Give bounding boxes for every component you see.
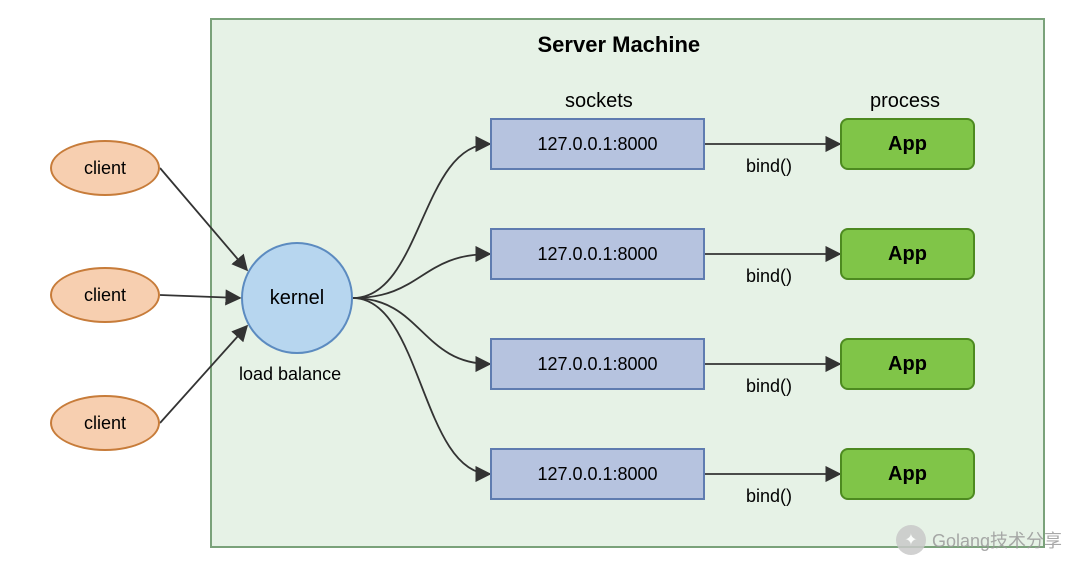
bind-label: bind() (746, 156, 792, 177)
socket-box: 127.0.0.1:8000 (490, 338, 705, 390)
sockets-header: sockets (565, 90, 633, 113)
socket-box: 127.0.0.1:8000 (490, 118, 705, 170)
kernel-label: kernel (270, 287, 324, 310)
app-box: App (840, 448, 975, 500)
app-label: App (888, 243, 927, 266)
diagram-root: Server Machine sockets process kernel lo… (0, 0, 1080, 569)
socket-box: 127.0.0.1:8000 (490, 448, 705, 500)
app-box: App (840, 118, 975, 170)
app-label: App (888, 353, 927, 376)
app-label: App (888, 133, 927, 156)
socket-label: 127.0.0.1:8000 (537, 464, 657, 485)
watermark-text: Golang技术分享 (932, 527, 1062, 553)
process-header: process (870, 90, 940, 113)
client-node: client (50, 140, 160, 196)
client-node: client (50, 395, 160, 451)
bind-label: bind() (746, 376, 792, 397)
app-box: App (840, 228, 975, 280)
socket-label: 127.0.0.1:8000 (537, 354, 657, 375)
bind-label: bind() (746, 266, 792, 287)
wechat-icon: ✦ (896, 525, 926, 555)
bind-label: bind() (746, 486, 792, 507)
client-label: client (84, 413, 126, 434)
watermark: ✦ Golang技术分享 (896, 525, 1062, 555)
socket-label: 127.0.0.1:8000 (537, 244, 657, 265)
kernel-node: kernel (241, 242, 353, 354)
app-label: App (888, 463, 927, 486)
socket-label: 127.0.0.1:8000 (537, 134, 657, 155)
kernel-sub-label: load balance (239, 364, 341, 385)
app-box: App (840, 338, 975, 390)
server-machine-title: Server Machine (538, 32, 701, 58)
client-node: client (50, 267, 160, 323)
client-label: client (84, 285, 126, 306)
socket-box: 127.0.0.1:8000 (490, 228, 705, 280)
client-label: client (84, 158, 126, 179)
